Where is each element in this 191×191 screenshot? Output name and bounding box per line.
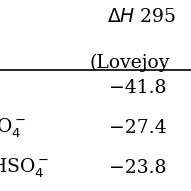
Text: −23.8: −23.8 xyxy=(109,159,166,177)
Text: O$_4^-$: O$_4^-$ xyxy=(0,116,26,140)
Text: (Lovejoy: (Lovejoy xyxy=(90,53,170,72)
Text: $\Delta\mathit{H}$ 295: $\Delta\mathit{H}$ 295 xyxy=(107,8,176,26)
Text: −41.8: −41.8 xyxy=(109,79,166,97)
Text: −27.4: −27.4 xyxy=(109,119,166,137)
Text: HSO$_4^-$: HSO$_4^-$ xyxy=(0,156,49,180)
